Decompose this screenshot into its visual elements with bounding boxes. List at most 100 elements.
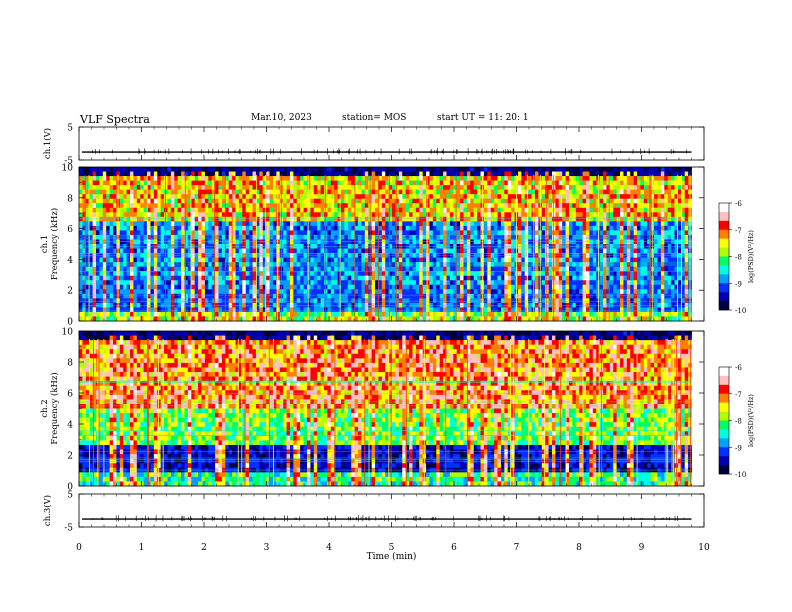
spectrogram-cell bbox=[136, 280, 141, 286]
spectrogram-cell bbox=[422, 189, 427, 195]
spectrogram-cell bbox=[245, 266, 250, 272]
spectrogram-cell bbox=[341, 171, 345, 177]
spectrogram-cell bbox=[147, 302, 151, 308]
spectrogram-cell bbox=[211, 167, 216, 172]
spectrogram-cell bbox=[429, 248, 434, 254]
spectrogram-cell bbox=[541, 284, 546, 290]
spectrogram-cell bbox=[177, 180, 182, 186]
spectrogram-cell bbox=[272, 180, 277, 186]
spectrogram-cell bbox=[79, 289, 83, 295]
spectrogram-cell bbox=[300, 266, 304, 272]
spectrogram-cell bbox=[215, 212, 219, 218]
spectrogram-cell bbox=[147, 316, 151, 322]
spectrogram-cell bbox=[371, 280, 376, 286]
spectrogram-cell bbox=[136, 207, 141, 213]
spectrogram-cell bbox=[487, 207, 492, 213]
spectrogram-cell bbox=[511, 271, 515, 277]
spectrogram-cell bbox=[99, 311, 104, 317]
spectrogram-cell bbox=[140, 189, 145, 195]
spectrogram-cell bbox=[221, 284, 226, 290]
spectrogram-cell bbox=[266, 176, 270, 181]
spectrogram-cell bbox=[504, 289, 509, 295]
spectrogram-cell bbox=[541, 221, 546, 227]
spectrogram-cell bbox=[289, 189, 294, 195]
spectrogram-cell bbox=[483, 167, 488, 172]
spectrogram-cell bbox=[126, 221, 131, 227]
spectrogram-cell bbox=[351, 230, 356, 236]
spectrogram-cell bbox=[449, 180, 454, 186]
spectrogram-cell bbox=[507, 316, 512, 322]
spectrogram-cell bbox=[255, 293, 260, 299]
spectrogram-cell bbox=[143, 180, 148, 186]
spectrogram-cell bbox=[541, 189, 546, 195]
spectrogram-cell bbox=[106, 167, 111, 172]
spectrogram-cell bbox=[310, 316, 315, 322]
spectrogram-cell bbox=[150, 311, 155, 317]
spectrogram-cell bbox=[446, 298, 451, 304]
spectrogram-cell bbox=[133, 198, 138, 204]
spectrogram-cell bbox=[453, 171, 458, 177]
spectrogram-cell bbox=[446, 239, 451, 245]
spectrogram-cell bbox=[483, 225, 488, 231]
spectrogram-cell bbox=[174, 212, 179, 218]
spectrogram-cell bbox=[184, 234, 189, 240]
spectrogram-cell bbox=[259, 266, 264, 272]
spectrogram-cell bbox=[272, 271, 277, 277]
spectrogram-cell bbox=[293, 176, 298, 181]
spectrogram-cell bbox=[313, 234, 318, 240]
spectrogram-cell bbox=[500, 280, 505, 286]
spectrogram-cell bbox=[371, 225, 376, 231]
spectrogram-cell bbox=[194, 225, 199, 231]
spectrogram-cell bbox=[395, 194, 400, 200]
spectrogram-cell bbox=[218, 248, 223, 254]
spectrogram-cell bbox=[160, 194, 165, 200]
spectrogram-cell bbox=[381, 257, 386, 263]
spectrogram-cell bbox=[487, 194, 492, 200]
spectrogram-cell bbox=[238, 266, 243, 272]
spectrogram-cell bbox=[405, 262, 410, 268]
spectrogram-cell bbox=[89, 225, 94, 231]
spectrogram-cell bbox=[436, 230, 441, 236]
spectrogram-cell bbox=[177, 234, 182, 240]
spectrogram-cell bbox=[99, 198, 104, 204]
spectrogram-cell bbox=[466, 293, 471, 299]
spectrogram-cell bbox=[215, 207, 219, 213]
spectrogram-cell bbox=[221, 271, 226, 277]
spectrogram-cell bbox=[167, 293, 172, 299]
spectrogram-cell bbox=[235, 293, 240, 299]
spectrogram-cell bbox=[177, 289, 182, 295]
spectrogram-cell bbox=[392, 207, 396, 213]
spectrogram-cell bbox=[364, 234, 369, 240]
spectrogram-cell bbox=[310, 198, 315, 204]
spectrogram-cell bbox=[358, 284, 362, 290]
spectrogram-cell bbox=[511, 167, 515, 172]
spectrogram-cell bbox=[412, 230, 417, 236]
spectrogram-cell bbox=[272, 225, 277, 231]
spectrogram-cell bbox=[293, 216, 298, 222]
spectrogram-cell bbox=[225, 266, 230, 272]
spectrogram-cell bbox=[324, 176, 328, 181]
spectrogram-cell bbox=[310, 167, 315, 172]
spectrogram-cell bbox=[555, 167, 560, 172]
spectrogram-cell bbox=[126, 171, 131, 177]
spectrogram-cell bbox=[429, 203, 434, 209]
spectrogram-cell bbox=[392, 257, 396, 263]
spectrogram-cell bbox=[494, 248, 498, 254]
spectrogram-cell bbox=[392, 275, 396, 281]
spectrogram-cell bbox=[136, 221, 141, 227]
spectrogram-cell bbox=[140, 302, 145, 308]
spectrogram-cell bbox=[483, 185, 488, 191]
spectrogram-cell bbox=[398, 257, 403, 263]
spectrogram-cell bbox=[242, 266, 247, 272]
spectrogram-cell bbox=[167, 302, 172, 308]
spectrogram-cell bbox=[511, 189, 515, 195]
spectrogram-cell bbox=[164, 307, 168, 313]
spectrogram-cell bbox=[194, 248, 199, 254]
spectrogram-cell bbox=[477, 239, 481, 245]
spectrogram-cell bbox=[102, 194, 107, 200]
spectrogram-cell bbox=[269, 189, 274, 195]
spectrogram-cell bbox=[473, 221, 478, 227]
spectrogram-cell bbox=[126, 239, 131, 245]
spectrogram-cell bbox=[392, 189, 396, 195]
spectrogram-cell bbox=[514, 171, 519, 177]
